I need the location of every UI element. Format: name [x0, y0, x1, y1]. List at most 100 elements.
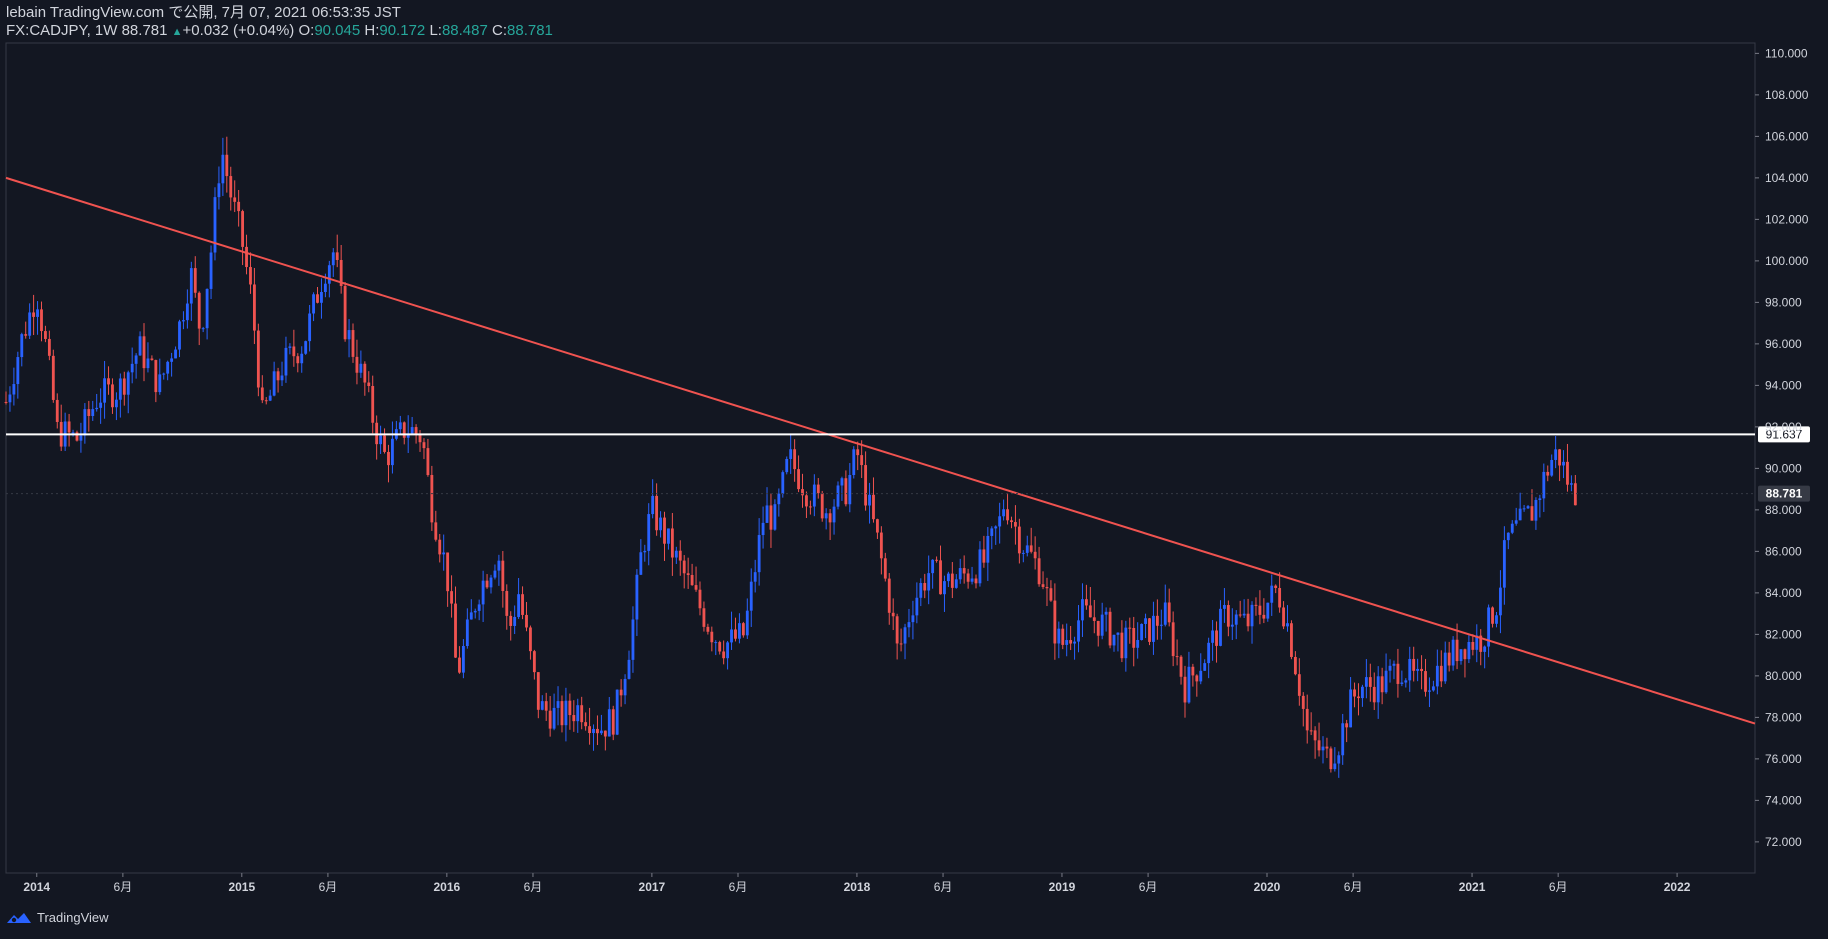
candle-body	[458, 657, 461, 673]
candle-body	[91, 409, 95, 417]
candle-bull	[1222, 588, 1226, 623]
candle-bear	[1317, 722, 1321, 757]
candle-bear	[1155, 599, 1159, 640]
candle-body	[122, 378, 126, 395]
candle-body	[639, 552, 643, 575]
candle-body	[635, 574, 639, 620]
candle-body	[1396, 663, 1400, 684]
candle-bear	[1420, 655, 1423, 690]
candle-body	[994, 526, 998, 529]
candle-bear	[1573, 474, 1577, 506]
candle-bear	[1447, 641, 1451, 672]
candle-bear	[1191, 663, 1195, 687]
candle-body	[1542, 471, 1546, 499]
x-tick-label: 2021	[1459, 880, 1486, 894]
x-tick-label: 2014	[23, 880, 50, 894]
candle-body	[690, 574, 694, 586]
candle-bear	[1179, 655, 1183, 685]
high-label: H:	[364, 22, 380, 39]
candle-body	[694, 585, 698, 590]
candle-bull	[990, 526, 994, 550]
candle-bear	[706, 623, 710, 635]
candle-bull	[832, 499, 836, 535]
candle-bull	[1569, 475, 1573, 492]
candle-bull	[442, 534, 446, 571]
candle-bull	[599, 714, 603, 735]
candle-body	[769, 505, 773, 530]
candle-bull	[1002, 499, 1006, 521]
candle-body	[4, 401, 8, 403]
candle-body	[820, 493, 824, 519]
candle-bear	[1069, 626, 1073, 651]
candle-bull	[280, 361, 284, 386]
candle-body	[1152, 615, 1155, 642]
candle-bull	[907, 608, 911, 638]
candle-body	[1195, 675, 1199, 682]
candle-body	[339, 260, 343, 286]
candle-body	[434, 522, 438, 540]
candle-bull	[552, 693, 556, 731]
candle-body	[1211, 630, 1215, 643]
candle-bear	[1368, 663, 1372, 702]
candle-body	[178, 321, 181, 350]
candle-bear	[1396, 648, 1400, 698]
candle-bear	[982, 535, 986, 568]
candle-bull	[489, 574, 493, 594]
candle-bear	[1274, 584, 1278, 594]
candle-bull	[761, 506, 765, 549]
symbol-label[interactable]: FX:CADJPY, 1W	[6, 22, 118, 39]
candle-body	[1573, 483, 1577, 506]
candle-bear	[233, 180, 237, 213]
candle-bear	[402, 421, 406, 445]
candle-body	[335, 252, 339, 261]
candle-bear	[950, 562, 954, 599]
candle-bear	[1037, 546, 1041, 587]
candle-body	[24, 334, 28, 336]
candle-bear	[24, 321, 28, 339]
candle-bear	[1412, 646, 1416, 682]
candle-body	[450, 591, 453, 604]
candle-bull	[737, 613, 741, 644]
candle-body	[560, 701, 564, 726]
candle-body	[1262, 614, 1266, 619]
candle-bull	[166, 360, 170, 381]
candle-body	[1435, 665, 1439, 687]
candle-body	[1092, 617, 1096, 621]
candle-body	[1479, 635, 1483, 652]
y-tick-label: 72.000	[1765, 835, 1802, 849]
candle-body	[706, 626, 710, 632]
candle-bull	[158, 358, 162, 395]
candle-bear	[225, 136, 229, 193]
candle-bear	[670, 512, 674, 576]
candle-body	[493, 570, 497, 578]
candle-body	[1313, 730, 1317, 741]
high-value: 90.172	[379, 22, 426, 39]
candle-bear	[1463, 648, 1467, 678]
candle-body	[935, 559, 938, 561]
candle-bull	[8, 386, 12, 412]
candle-bear	[343, 282, 347, 342]
candle-body	[1073, 641, 1076, 644]
candle-body	[391, 438, 394, 466]
low-value: 88.487	[441, 22, 488, 39]
candle-body	[868, 494, 871, 506]
candle-bear	[702, 601, 706, 632]
candle-body	[525, 614, 528, 628]
candle-body	[1077, 620, 1080, 642]
candle-body	[615, 689, 619, 735]
candle-bull	[1542, 463, 1546, 512]
candle-body	[1408, 658, 1412, 681]
candle-body	[205, 288, 209, 329]
candle-bear	[1096, 620, 1100, 647]
candle-bull	[1211, 620, 1215, 661]
candle-bull	[726, 640, 730, 670]
candle-body	[1120, 632, 1124, 659]
candle-bull	[465, 608, 469, 649]
candle-body	[1132, 627, 1136, 648]
candle-bear	[154, 359, 158, 403]
candle-bear	[1033, 536, 1037, 570]
candle-body	[1258, 605, 1262, 615]
candle-body	[1368, 677, 1372, 687]
candle-body	[1502, 540, 1506, 588]
